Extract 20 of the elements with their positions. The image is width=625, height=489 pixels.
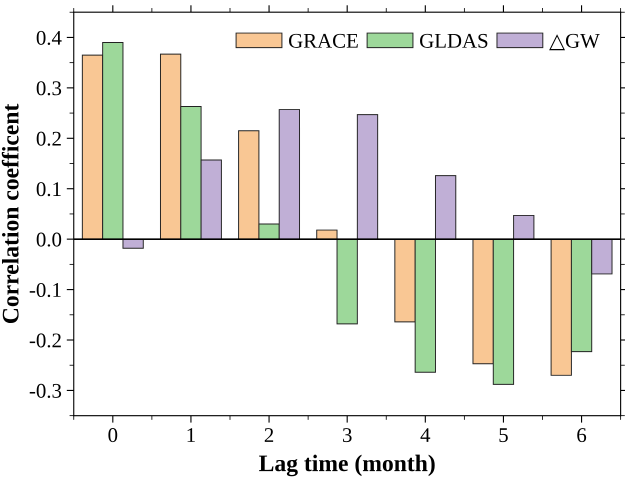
x-tick-label: 3 <box>342 428 352 442</box>
x-tick-label: 6 <box>577 428 586 442</box>
y-tick-label: -0.1 <box>30 282 61 298</box>
legend-label: GLDAS <box>420 34 488 48</box>
y-tick-label: -0.2 <box>30 333 61 348</box>
x-tick-label: 5 <box>499 428 508 442</box>
y-tick-label: 0.1 <box>36 182 61 196</box>
y-tick-label: 0.4 <box>36 30 62 45</box>
x-axis-title: Lag time (month) <box>259 454 435 476</box>
y-tick-label: 0.2 <box>36 132 61 146</box>
y-tick-label: -0.3 <box>30 384 62 398</box>
y-tick-label: 0.0 <box>36 232 62 247</box>
x-tick-label: 1 <box>188 428 195 442</box>
y-tick-label: 0.3 <box>36 81 62 96</box>
y-axis-title: Correlation coefficent <box>2 104 19 324</box>
x-tick-label: 0 <box>108 428 118 442</box>
legend-label: △GW <box>549 34 600 50</box>
legend-label: GRACE <box>289 34 358 48</box>
x-tick-label: 2 <box>264 428 274 442</box>
x-tick-label: 4 <box>420 428 430 442</box>
